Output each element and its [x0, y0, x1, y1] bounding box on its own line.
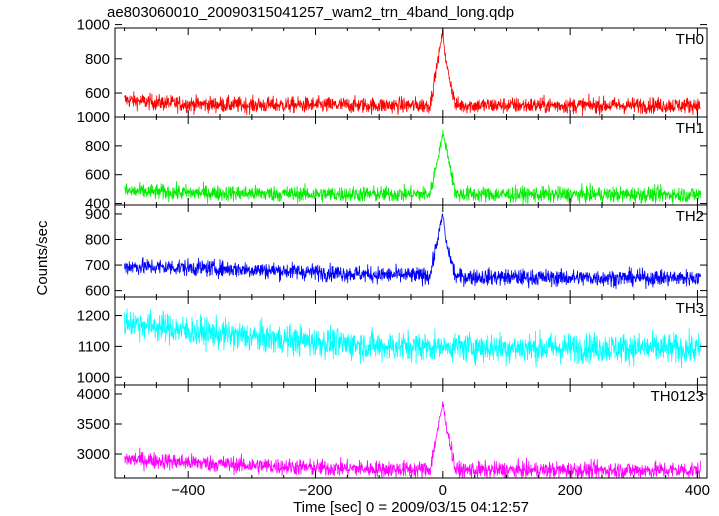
y-tick-label: 800: [85, 51, 110, 68]
panel-label: TH3: [676, 300, 704, 317]
panel-th2: TH2 600 700 800 900: [85, 204, 708, 300]
x-tick-label: −400: [171, 482, 205, 499]
x-tick-label: −200: [299, 482, 333, 499]
y-tick-label: 4000: [77, 386, 110, 403]
y-tick-label: 1000: [77, 17, 110, 34]
y-tick-label: 3500: [77, 416, 110, 433]
y-tick-label: 1100: [78, 338, 110, 355]
panel-label: TH0: [676, 31, 704, 48]
series-line-th2: [124, 213, 701, 290]
y-tick-label: 1200: [77, 308, 110, 325]
y-tick-label: 600: [85, 283, 110, 300]
panel-th1: TH1 400 600 800 1000: [77, 109, 708, 213]
y-tick-label: 1000: [77, 369, 110, 386]
series-line-th0: [124, 28, 701, 117]
y-tick-label: 600: [85, 167, 110, 184]
x-axis-label: Time [sec] 0 = 2009/03/15 04:12:57: [293, 499, 529, 516]
panel-label: TH1: [676, 120, 704, 137]
y-tick-label: 900: [85, 206, 110, 223]
y-tick-label: 800: [85, 232, 110, 249]
y-tick-label: 700: [85, 257, 110, 274]
series-line-th3: [124, 308, 701, 368]
x-tick-label: 200: [558, 482, 583, 499]
y-tick-label: 1000: [77, 109, 110, 126]
series-line-th1: [124, 129, 701, 205]
y-tick-label: 400: [85, 196, 110, 213]
series-line-th0123: [124, 401, 701, 478]
y-tick-label: 800: [85, 138, 110, 155]
panels-group: TH0 600 800 1000 TH1 400 600 800 1000 TH2 600 700 80…: [77, 17, 710, 499]
y-axis-label: Counts/sec: [34, 220, 51, 296]
y-tick-label: 3000: [77, 446, 110, 463]
panel-th0123: TH0123 3000 3500 4000: [77, 384, 708, 479]
y-tick-label: 600: [85, 85, 110, 102]
x-tick-label: 400: [685, 482, 710, 499]
chart-title: ae803060010_20090315041257_wam2_trn_4ban…: [107, 4, 514, 21]
panel-label: TH2: [676, 208, 704, 225]
panel-th0: TH0 600 800 1000: [77, 17, 708, 118]
x-tick-label: 0: [439, 482, 447, 499]
panel-label: TH0123: [651, 388, 704, 405]
panel-th3: TH3 1000 1100 1200: [77, 296, 708, 386]
